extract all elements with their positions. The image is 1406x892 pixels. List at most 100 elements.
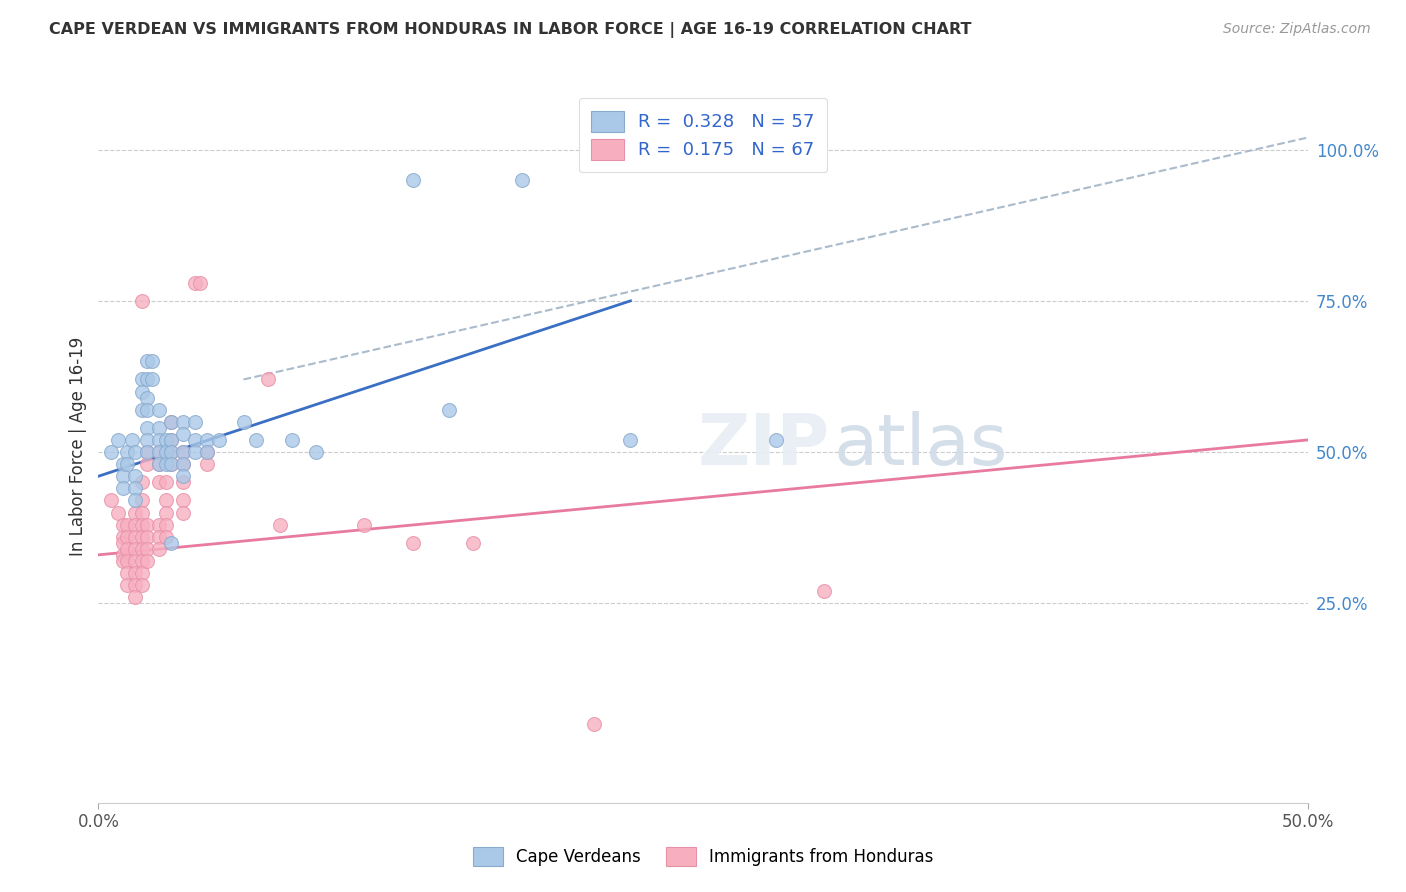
Point <box>100 445 122 459</box>
Point <box>160 445 183 459</box>
Point <box>281 433 304 447</box>
Point <box>172 445 194 459</box>
Point <box>124 506 146 520</box>
Point <box>131 541 153 556</box>
Point <box>117 517 139 532</box>
Point <box>124 541 146 556</box>
Point <box>155 433 177 447</box>
Point <box>124 493 146 508</box>
Point <box>131 517 153 532</box>
Point <box>124 469 146 483</box>
Point <box>135 372 157 386</box>
Point <box>195 445 218 459</box>
Point <box>135 554 157 568</box>
Point <box>117 566 139 580</box>
Point <box>135 541 157 556</box>
Point <box>155 445 177 459</box>
Point <box>111 535 134 549</box>
Point <box>148 530 170 544</box>
Point <box>437 402 460 417</box>
Point <box>148 402 170 417</box>
Point <box>184 433 207 447</box>
Point <box>135 354 157 368</box>
Point <box>172 493 194 508</box>
Point <box>124 578 146 592</box>
Point <box>305 445 328 459</box>
Point <box>148 457 170 471</box>
Point <box>124 530 146 544</box>
Point <box>141 354 163 368</box>
Point <box>160 433 183 447</box>
Legend: R =  0.328   N = 57, R =  0.175   N = 67: R = 0.328 N = 57, R = 0.175 N = 67 <box>579 98 827 172</box>
Point <box>619 433 641 447</box>
Point <box>148 517 170 532</box>
Point <box>131 372 153 386</box>
Point <box>124 517 146 532</box>
Point <box>195 457 218 471</box>
Point <box>155 506 177 520</box>
Point <box>135 517 157 532</box>
Point <box>188 276 211 290</box>
Point <box>131 293 153 308</box>
Point <box>117 554 139 568</box>
Point <box>353 517 375 532</box>
Point <box>160 433 183 447</box>
Point <box>111 548 134 562</box>
Point <box>117 541 139 556</box>
Point <box>172 506 194 520</box>
Point <box>148 421 170 435</box>
Point <box>131 530 153 544</box>
Point <box>184 276 207 290</box>
Point <box>172 445 194 459</box>
Point <box>172 469 194 483</box>
Point <box>117 445 139 459</box>
Point <box>100 493 122 508</box>
Point <box>813 584 835 599</box>
Point <box>208 433 231 447</box>
Point <box>160 457 183 471</box>
Point <box>111 517 134 532</box>
Point <box>111 469 134 483</box>
Point <box>510 173 533 187</box>
Point <box>172 426 194 441</box>
Point <box>195 445 218 459</box>
Point <box>124 590 146 604</box>
Point <box>172 475 194 490</box>
Point <box>124 445 146 459</box>
Point <box>131 475 153 490</box>
Point <box>121 433 143 447</box>
Point <box>135 391 157 405</box>
Point <box>111 530 134 544</box>
Point <box>124 481 146 495</box>
Point <box>131 566 153 580</box>
Point <box>141 372 163 386</box>
Point <box>107 506 129 520</box>
Y-axis label: In Labor Force | Age 16-19: In Labor Force | Age 16-19 <box>69 336 87 556</box>
Text: ZIP: ZIP <box>697 411 830 481</box>
Point <box>131 493 153 508</box>
Point <box>155 530 177 544</box>
Point <box>131 506 153 520</box>
Point <box>172 457 194 471</box>
Point <box>402 173 425 187</box>
Point <box>160 457 183 471</box>
Point <box>160 535 183 549</box>
Point <box>172 457 194 471</box>
Point <box>172 415 194 429</box>
Point <box>148 541 170 556</box>
Point <box>135 530 157 544</box>
Text: Source: ZipAtlas.com: Source: ZipAtlas.com <box>1223 22 1371 37</box>
Point <box>131 402 153 417</box>
Point <box>148 445 170 459</box>
Point <box>111 554 134 568</box>
Text: CAPE VERDEAN VS IMMIGRANTS FROM HONDURAS IN LABOR FORCE | AGE 16-19 CORRELATION : CAPE VERDEAN VS IMMIGRANTS FROM HONDURAS… <box>49 22 972 38</box>
Point <box>195 433 218 447</box>
Point <box>184 415 207 429</box>
Point <box>256 372 278 386</box>
Point <box>117 530 139 544</box>
Point <box>155 493 177 508</box>
Point <box>135 457 157 471</box>
Point <box>160 415 183 429</box>
Point <box>131 384 153 399</box>
Point <box>135 433 157 447</box>
